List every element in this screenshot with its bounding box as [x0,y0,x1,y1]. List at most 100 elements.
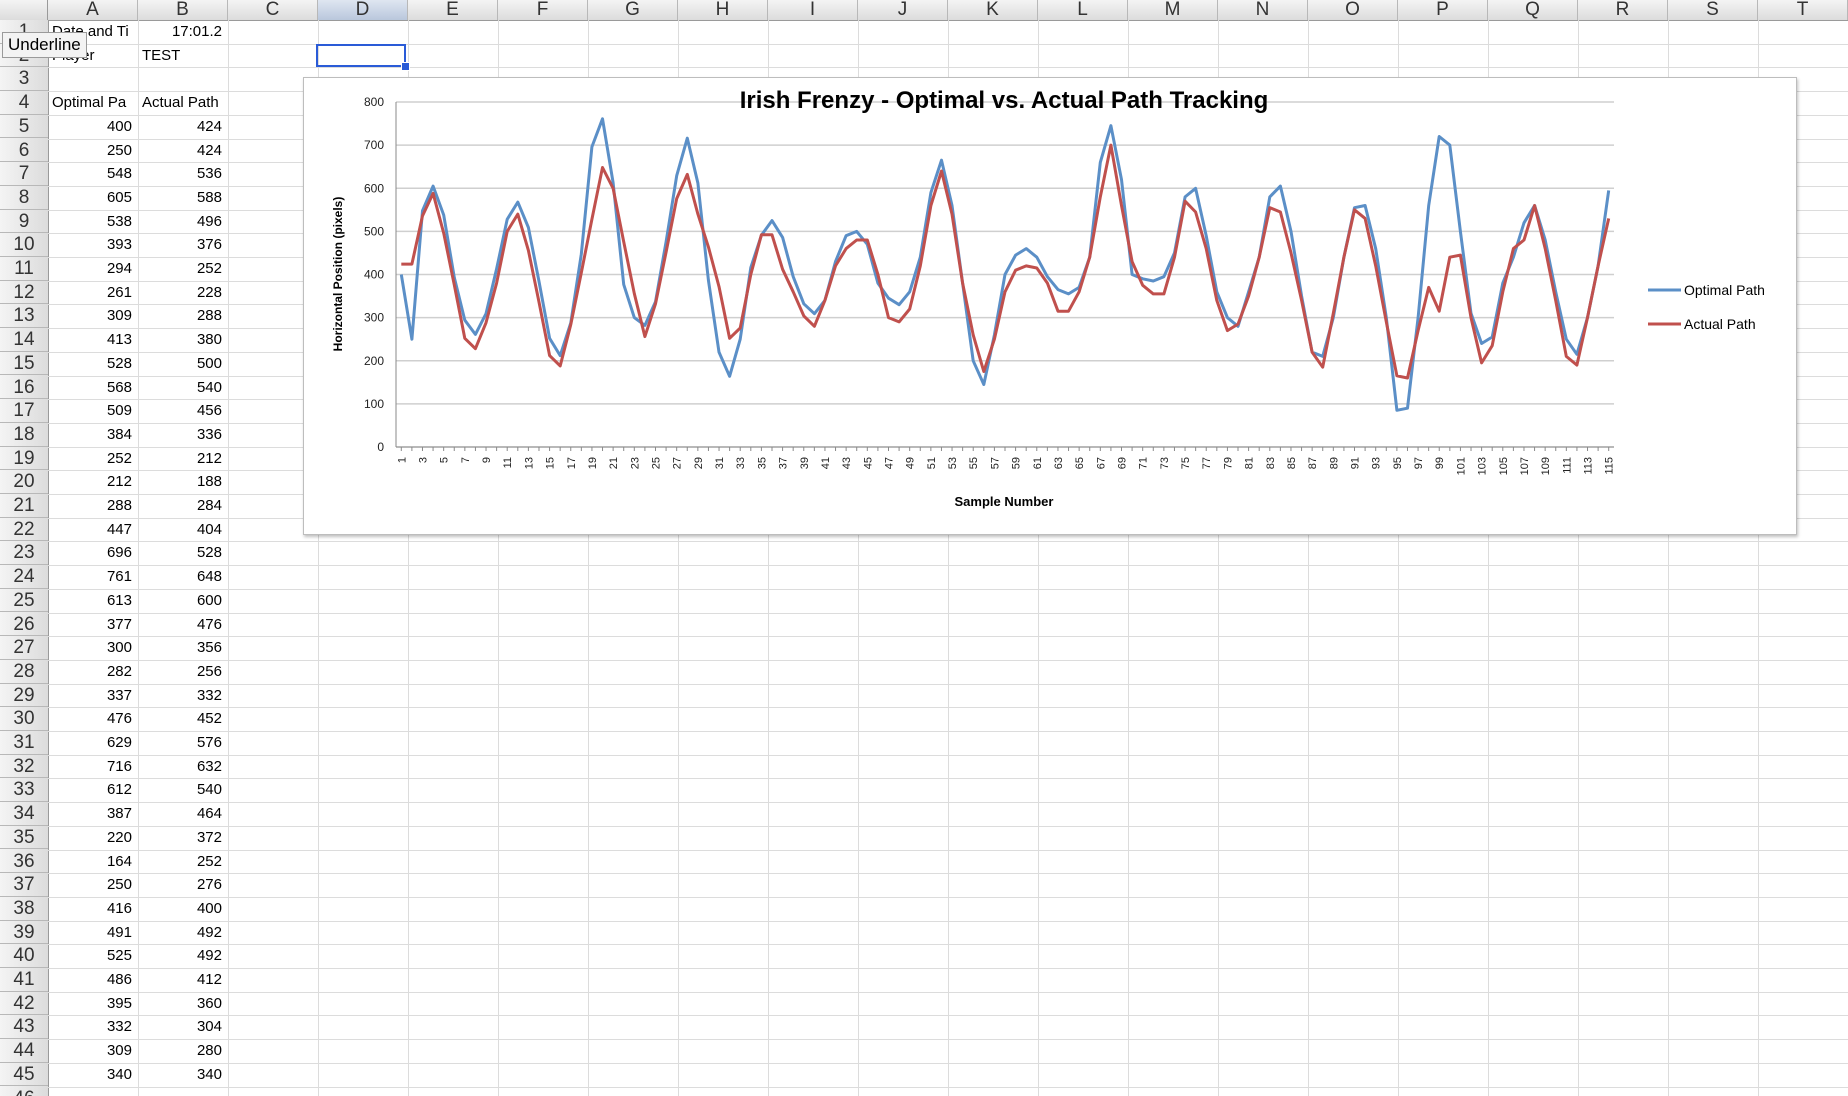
cell-b16[interactable]: 540 [196,378,222,396]
column-header-b[interactable]: B [138,0,228,20]
cell-b15[interactable]: 500 [196,354,222,372]
row-header-37[interactable]: 37 [0,873,48,897]
cell-b38[interactable]: 400 [196,899,222,917]
cell-b41[interactable]: 412 [196,971,222,988]
column-header-n[interactable]: N [1218,0,1308,20]
cell-a28[interactable]: 282 [106,662,132,680]
cell-a43[interactable]: 332 [106,1018,132,1036]
row-header-7[interactable]: 7 [0,162,48,186]
cell-b45[interactable]: 340 [196,1065,222,1083]
cell-b11[interactable]: 252 [196,260,222,277]
cell-a46[interactable] [52,1087,138,1096]
column-header-e[interactable]: E [408,0,498,20]
cell-b9[interactable]: 496 [196,212,222,230]
selected-cell-d2[interactable] [316,44,406,67]
select-all-corner[interactable] [0,0,48,20]
cell-a19[interactable]: 252 [106,449,132,467]
cell-b13[interactable]: 288 [196,307,222,325]
row-header-33[interactable]: 33 [0,778,48,803]
cell-b36[interactable]: 252 [196,852,222,870]
cell-a17[interactable]: 509 [106,402,132,420]
cell-b22[interactable]: 404 [196,520,222,538]
row-header-24[interactable]: 24 [0,565,48,589]
cell-a45[interactable]: 340 [106,1065,132,1083]
line-chart[interactable]: 0 100 200 300 400 500 600 700 800 1 3 5 7 9 11 13 15 17 19… [303,77,1797,535]
column-header-i[interactable]: I [768,0,858,20]
cell-b25[interactable]: 600 [196,591,222,609]
cell-a24[interactable]: 761 [106,568,132,586]
row-header-6[interactable]: 6 [0,139,48,163]
cell-b6[interactable]: 424 [196,141,222,159]
column-header-t[interactable]: T [1758,0,1848,20]
row-header-3[interactable]: 3 [0,67,48,92]
cell-a34[interactable]: 387 [106,805,132,823]
cell-a4[interactable]: Optimal Pa [52,94,127,112]
cell-a40[interactable]: 525 [106,947,132,965]
column-header-h[interactable]: H [678,0,768,20]
column-header-s[interactable]: S [1668,0,1758,20]
cell-b46[interactable] [142,1087,228,1096]
row-header-19[interactable]: 19 [0,447,48,471]
cell-a32[interactable]: 716 [106,757,132,775]
cell-b14[interactable]: 380 [196,331,222,349]
cell-a22[interactable]: 447 [106,520,132,538]
cell-a36[interactable]: 164 [106,852,132,870]
cell-a26[interactable]: 377 [106,615,132,633]
row-header-30[interactable]: 30 [0,707,48,731]
cell-a31[interactable]: 629 [106,734,132,751]
column-header-f[interactable]: F [498,0,588,20]
column-header-r[interactable]: R [1578,0,1668,20]
row-header-8[interactable]: 8 [0,186,48,210]
cell-a27[interactable]: 300 [106,639,132,657]
row-header-41[interactable]: 41 [0,968,48,992]
cell-b37[interactable]: 276 [196,876,222,894]
cell-b26[interactable]: 476 [196,615,222,633]
cell-b19[interactable]: 212 [196,449,222,467]
cell-a14[interactable]: 413 [106,331,132,349]
row-header-26[interactable]: 26 [0,613,48,637]
cell-a42[interactable]: 395 [106,994,132,1012]
cell-a10[interactable]: 393 [106,236,132,254]
cell-a18[interactable]: 384 [106,425,132,443]
cell-a8[interactable]: 605 [106,188,132,206]
column-header-l[interactable]: L [1038,0,1128,20]
cell-b42[interactable]: 360 [196,994,222,1012]
cell-b18[interactable]: 336 [196,425,222,443]
row-header-16[interactable]: 16 [0,376,48,400]
cell-b23[interactable]: 528 [196,544,222,562]
column-header-o[interactable]: O [1308,0,1398,20]
cell-a41[interactable]: 486 [106,971,132,988]
row-header-39[interactable]: 39 [0,921,48,945]
row-header-27[interactable]: 27 [0,636,48,660]
row-header-12[interactable]: 12 [0,281,48,305]
row-header-31[interactable]: 31 [0,731,48,755]
row-header-20[interactable]: 20 [0,470,48,494]
row-header-34[interactable]: 34 [0,802,48,826]
row-header-44[interactable]: 44 [0,1039,48,1063]
cell-b33[interactable]: 540 [196,781,222,799]
row-header-28[interactable]: 28 [0,660,48,684]
cell-a29[interactable]: 337 [106,686,132,704]
cell-b4[interactable]: Actual Path [142,94,219,112]
column-header-m[interactable]: M [1128,0,1218,20]
row-header-10[interactable]: 10 [0,233,48,257]
column-header-a[interactable]: A [48,0,138,20]
cell-a15[interactable]: 528 [106,354,132,372]
row-header-17[interactable]: 17 [0,399,48,423]
column-header-d[interactable]: D [318,0,408,20]
row-header-29[interactable]: 29 [0,684,48,708]
column-header-p[interactable]: P [1398,0,1488,20]
row-header-18[interactable]: 18 [0,423,48,447]
cell-b17[interactable]: 456 [196,402,222,420]
cell-b40[interactable]: 492 [196,947,222,965]
cell-b12[interactable]: 228 [196,283,222,301]
cell-a13[interactable]: 309 [106,307,132,325]
cell-a11[interactable]: 294 [106,260,132,277]
cell-a9[interactable]: 538 [106,212,132,230]
row-header-40[interactable]: 40 [0,944,48,968]
cell-a7[interactable]: 548 [106,165,132,183]
cell-b5[interactable]: 424 [196,117,222,135]
row-header-42[interactable]: 42 [0,992,48,1016]
cell-b30[interactable]: 452 [196,710,222,728]
row-header-23[interactable]: 23 [0,541,48,566]
